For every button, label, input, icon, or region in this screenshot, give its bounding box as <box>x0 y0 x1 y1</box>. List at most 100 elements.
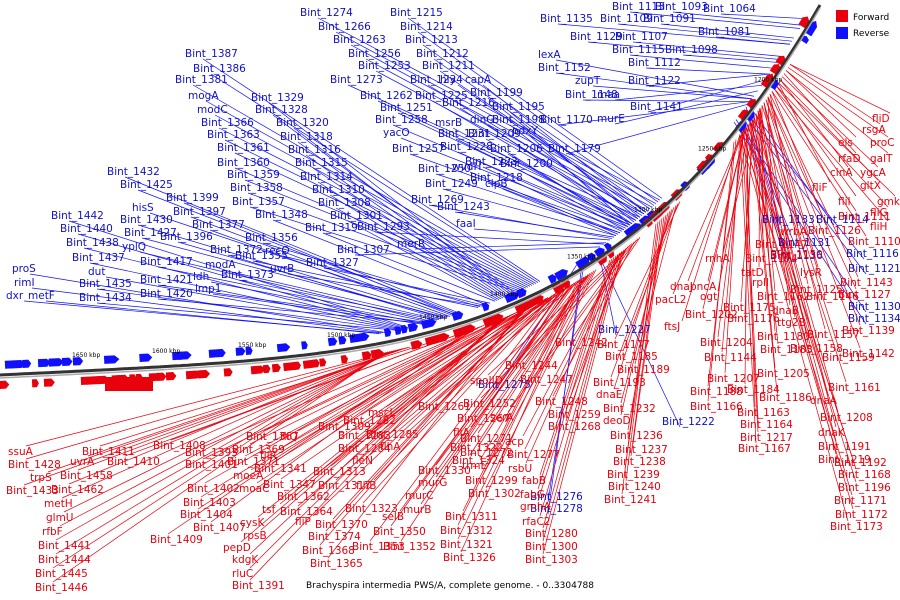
reverse-gene-arrow <box>37 358 51 368</box>
reverse-label-connector <box>329 194 502 300</box>
reverse-gene-label: Bint_1258 <box>375 114 428 126</box>
forward-gene-label: mscL <box>368 407 395 419</box>
forward-gene-label: pncA <box>690 281 717 293</box>
forward-gene-label: deoD <box>603 415 631 427</box>
reverse-gene-label: pdxY <box>512 125 539 137</box>
reverse-gene-label: rimI <box>14 277 35 289</box>
forward-label-connector <box>312 300 543 517</box>
forward-gene-label: flhA <box>380 441 401 453</box>
reverse-label-connector <box>247 192 521 292</box>
forward-label-connector <box>25 347 409 460</box>
forward-label-connector <box>249 319 499 581</box>
reverse-gene-label: Bint_1301 <box>330 210 383 222</box>
forward-gene-arrow <box>165 372 177 381</box>
forward-label-connector <box>202 325 483 460</box>
reverse-gene-label: Bint_1214 <box>400 21 453 33</box>
forward-gene-label: Bint_1299 <box>465 475 518 487</box>
forward-label-connector <box>537 258 613 490</box>
reverse-label-connector <box>192 84 537 284</box>
forward-label-connector <box>745 126 857 470</box>
reverse-gene-arrow <box>394 326 402 335</box>
reverse-gene-label: Bint_1243 <box>437 201 490 213</box>
forward-label-connector <box>55 351 391 541</box>
legend-forward-label: Forward <box>853 13 889 23</box>
reverse-gene-label: Bint_1115 <box>612 44 665 56</box>
forward-gene-label: Bint_1147 <box>755 239 808 251</box>
reverse-gene-arrow <box>215 348 226 358</box>
forward-gene-label: Bint_1391 <box>232 580 285 592</box>
reverse-gene-label: Bint_1420 <box>140 288 193 300</box>
forward-gene-label: Bint_1364 <box>280 506 333 518</box>
forward-gene-label: rfbF <box>42 526 63 538</box>
forward-label-connector <box>68 349 399 485</box>
forward-gene-label: murB <box>403 504 431 516</box>
reverse-gene-label: Bint_1276 <box>530 491 583 503</box>
forward-label-connector <box>769 93 859 278</box>
reverse-gene-label: lexA <box>538 49 561 61</box>
forward-gene-label: moeA <box>233 470 264 482</box>
forward-gene-label: glmU <box>46 512 74 524</box>
forward-label-connector <box>52 351 387 569</box>
reverse-gene-arrow <box>575 256 591 270</box>
forward-gene-label: Bint_1446 <box>35 582 88 594</box>
forward-label-connector <box>525 254 619 464</box>
forward-gene-label: Bint_1277 <box>507 449 560 461</box>
forward-gene-label: fliD <box>872 113 890 125</box>
kbp-tick-label: 1500 kbp <box>327 332 355 339</box>
reverse-label-connector <box>312 167 506 298</box>
forward-label-connector <box>542 254 619 529</box>
reverse-gene-label: dxr <box>6 290 24 302</box>
forward-gene-label: dnaK <box>818 427 846 439</box>
reverse-gene-label: Bint_1257 <box>392 143 445 155</box>
forward-label-connector <box>369 293 557 542</box>
forward-label-connector <box>249 318 503 555</box>
reverse-gene-label: Bint_1130 <box>848 301 900 313</box>
forward-gene-label: Bint_1362 <box>277 491 330 503</box>
forward-gene-label: Bint_1167 <box>738 443 791 455</box>
forward-label-connector <box>741 131 853 496</box>
forward-gene-label: Bint_1185 <box>605 351 658 363</box>
reverse-gene-label: merR <box>397 238 425 250</box>
reverse-gene-label: Bint_1249 <box>425 178 478 190</box>
forward-gene-label: rpsB <box>243 530 267 542</box>
reverse-gene-label: Bint_1098 <box>665 44 718 56</box>
kbp-tick-label: 1200 kbp <box>754 76 782 83</box>
forward-label-connector <box>319 308 525 546</box>
forward-label-connector <box>539 255 617 517</box>
forward-gene-label: gmk <box>877 196 900 208</box>
forward-gene-arrow <box>262 364 271 374</box>
forward-label-connector <box>25 346 411 447</box>
reverse-gene-label: Bint_1318 <box>280 131 333 143</box>
forward-gene-label: Bint_1247 <box>520 374 573 386</box>
reverse-gene-label: clpB <box>485 178 508 190</box>
reverse-gene-label: Bint_1216 <box>442 97 495 109</box>
reverse-gene-arrow <box>72 357 84 366</box>
forward-gene-label: Bint_1205 <box>757 368 810 380</box>
kbp-tick-label: 1300 kbp <box>634 207 662 214</box>
forward-label-connector <box>542 251 623 555</box>
reverse-gene-label: Bint_1273 <box>330 74 383 86</box>
reverse-label-connector <box>249 206 519 293</box>
reverse-gene-arrow <box>177 351 192 360</box>
forward-gene-label: Bint_1365 <box>310 558 363 570</box>
reverse-gene-label: Bint_1223 <box>465 156 518 168</box>
reverse-gene-arrow <box>10 360 26 369</box>
reverse-gene-label: modA <box>205 259 236 271</box>
forward-gene-label: Bint_1239 <box>607 469 660 481</box>
forward-gene-label: Bint_1217 <box>740 432 793 444</box>
forward-gene-label: Bint_1236 <box>610 430 663 442</box>
reverse-gene-label: Bint_1114 <box>816 214 869 226</box>
forward-label-connector <box>789 63 891 114</box>
reverse-gene-label: Bint_1430 <box>120 214 173 226</box>
forward-label-connector <box>630 218 663 457</box>
forward-label-connector <box>197 327 477 510</box>
forward-label-connector <box>751 118 776 369</box>
legend-reverse-label: Reverse <box>853 29 890 39</box>
reverse-label-connector <box>137 224 449 318</box>
reverse-gene-label: metF <box>28 290 55 302</box>
forward-label-connector <box>202 325 485 448</box>
forward-gene-label: Bint_1322 <box>450 442 503 454</box>
reverse-gene-label: yacO <box>383 127 410 139</box>
forward-label-connector <box>743 129 857 483</box>
forward-gene-label: flhB <box>356 480 376 492</box>
